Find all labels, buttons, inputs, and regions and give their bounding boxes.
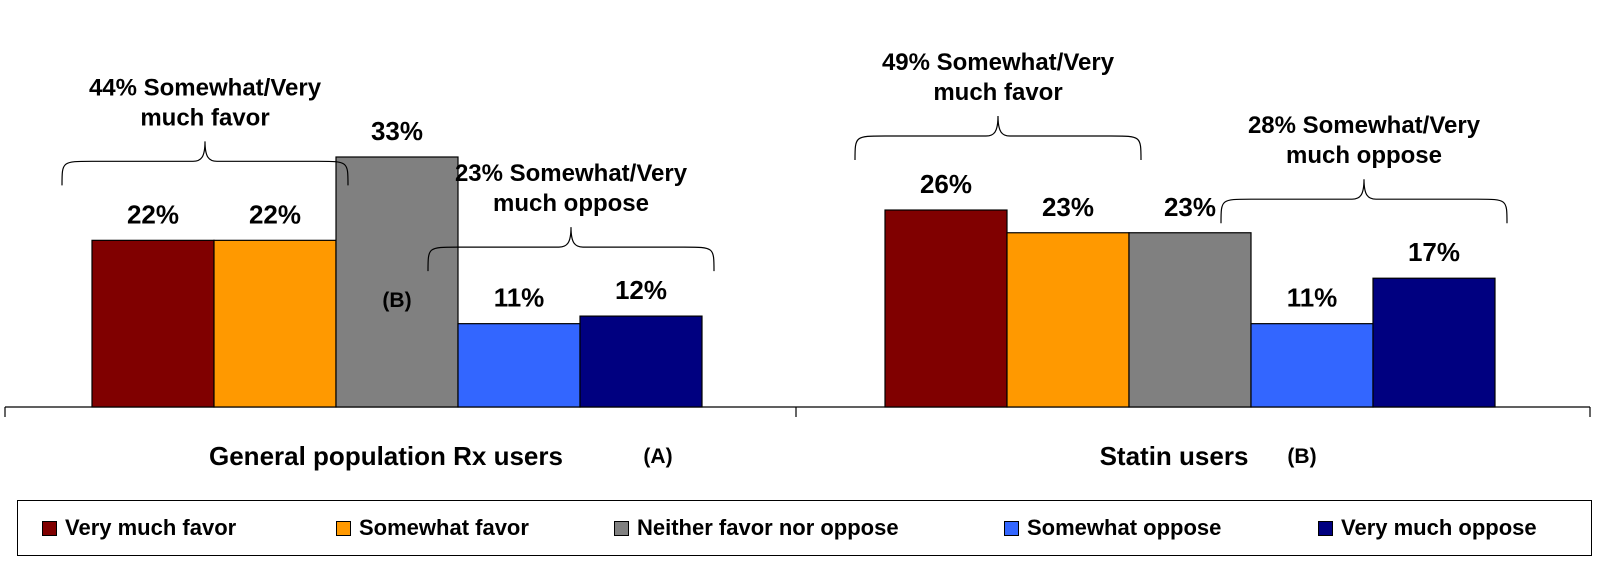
legend-item-neither: Neither favor nor oppose bbox=[614, 515, 899, 541]
bar bbox=[335, 156, 459, 408]
data-label: 23% bbox=[1042, 192, 1094, 222]
data-label: 23% bbox=[1164, 192, 1216, 222]
bar-inner-label: (B) bbox=[382, 289, 411, 312]
legend-swatch bbox=[1004, 520, 1019, 536]
legend-item-somewhat-oppose: Somewhat oppose bbox=[1004, 515, 1221, 541]
bar bbox=[457, 323, 581, 408]
bracket-label-line2: much favor bbox=[140, 104, 269, 131]
data-label: 17% bbox=[1408, 237, 1460, 267]
bracket bbox=[1220, 179, 1508, 224]
bar bbox=[1250, 323, 1374, 408]
bar-chart: General population Rx users (A) Statin u… bbox=[4, 49, 1591, 471]
bracket-label-line1: 23% Somewhat/Very bbox=[455, 160, 688, 187]
bracket bbox=[854, 116, 1142, 161]
group-label-statin-users: Statin users (B) bbox=[1100, 441, 1317, 471]
legend-item-somewhat-favor: Somewhat favor bbox=[336, 515, 529, 541]
group-label-tag: (B) bbox=[1287, 445, 1316, 468]
bar bbox=[91, 239, 215, 408]
legend-swatch bbox=[614, 520, 629, 536]
bracket-label-line1: 49% Somewhat/Very bbox=[882, 49, 1115, 76]
legend-label: Very much oppose bbox=[1341, 515, 1537, 540]
data-label: 11% bbox=[1287, 283, 1338, 313]
group-label-tag: (A) bbox=[643, 445, 672, 468]
legend-label: Somewhat favor bbox=[359, 515, 529, 540]
data-label: 26% bbox=[920, 169, 972, 199]
bar bbox=[1372, 277, 1496, 408]
legend-label: Very much favor bbox=[65, 515, 237, 540]
legend-label: Somewhat oppose bbox=[1027, 515, 1222, 540]
legend-label: Neither favor nor oppose bbox=[637, 515, 899, 540]
bar bbox=[884, 209, 1008, 408]
bar bbox=[579, 315, 703, 408]
data-label: 22% bbox=[249, 199, 301, 229]
group-label-general-population: General population Rx users (A) bbox=[209, 441, 673, 471]
bar bbox=[213, 239, 337, 408]
legend-item-very-much-favor: Very much favor bbox=[42, 515, 236, 541]
bracket bbox=[427, 227, 715, 272]
legend-swatch bbox=[1318, 520, 1333, 536]
bracket bbox=[61, 141, 349, 186]
bracket-label-line1: 44% Somewhat/Very bbox=[89, 74, 322, 101]
legend-swatch bbox=[336, 520, 351, 536]
legend: Very much favor Somewhat favor Neither f… bbox=[17, 500, 1592, 556]
bar bbox=[1006, 232, 1130, 408]
bracket-label-line2: much oppose bbox=[493, 190, 649, 217]
data-label: 12% bbox=[615, 275, 667, 305]
bracket-label-line1: 28% Somewhat/Very bbox=[1248, 112, 1481, 139]
group-label-name: General population Rx users bbox=[209, 441, 563, 471]
legend-swatch bbox=[42, 520, 57, 536]
data-label: 33% bbox=[371, 116, 423, 146]
group-label-name: Statin users bbox=[1100, 441, 1249, 471]
data-label: 22% bbox=[127, 199, 179, 229]
data-label: 11% bbox=[494, 283, 545, 313]
legend-item-very-much-oppose: Very much oppose bbox=[1318, 515, 1537, 541]
bracket-label-line2: much oppose bbox=[1286, 142, 1442, 169]
bar bbox=[1128, 232, 1252, 408]
bracket-label-line2: much favor bbox=[933, 79, 1062, 106]
